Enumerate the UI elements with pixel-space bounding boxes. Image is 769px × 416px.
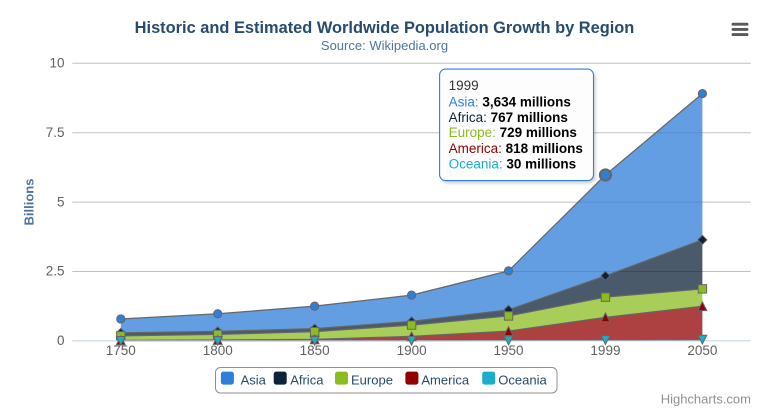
svg-text:Asia: 3,634 millions: Asia: 3,634 millions <box>449 95 571 110</box>
svg-text:America: America <box>421 372 469 387</box>
svg-text:Europe: Europe <box>351 372 393 387</box>
svg-text:Europe: 729 millions: Europe: 729 millions <box>449 125 577 140</box>
svg-text:1999: 1999 <box>590 343 620 358</box>
svg-text:5: 5 <box>57 194 65 209</box>
svg-text:Historic and Estimated Worldwi: Historic and Estimated Worldwide Populat… <box>135 19 635 37</box>
svg-text:America: 818 millions: America: 818 millions <box>449 141 583 156</box>
svg-text:1950: 1950 <box>493 343 523 358</box>
svg-text:7.5: 7.5 <box>46 125 65 140</box>
svg-text:2.5: 2.5 <box>46 264 65 279</box>
svg-text:1850: 1850 <box>300 343 330 358</box>
svg-text:Highcharts.com: Highcharts.com <box>661 392 751 407</box>
svg-text:1800: 1800 <box>203 343 233 358</box>
svg-text:Africa: 767 millions: Africa: 767 millions <box>449 110 568 125</box>
svg-text:1900: 1900 <box>397 343 427 358</box>
svg-text:Source: Wikipedia.org: Source: Wikipedia.org <box>321 38 448 53</box>
svg-text:1999: 1999 <box>449 78 479 93</box>
svg-text:1750: 1750 <box>106 343 136 358</box>
svg-text:0: 0 <box>57 333 65 348</box>
svg-text:Oceania: Oceania <box>498 372 547 387</box>
svg-text:Billions: Billions <box>22 179 37 226</box>
svg-text:Oceania: 30 millions: Oceania: 30 millions <box>449 156 577 171</box>
svg-text:10: 10 <box>49 56 64 71</box>
svg-text:2050: 2050 <box>687 343 717 358</box>
svg-text:Asia: Asia <box>241 372 267 387</box>
svg-text:Africa: Africa <box>290 372 324 387</box>
